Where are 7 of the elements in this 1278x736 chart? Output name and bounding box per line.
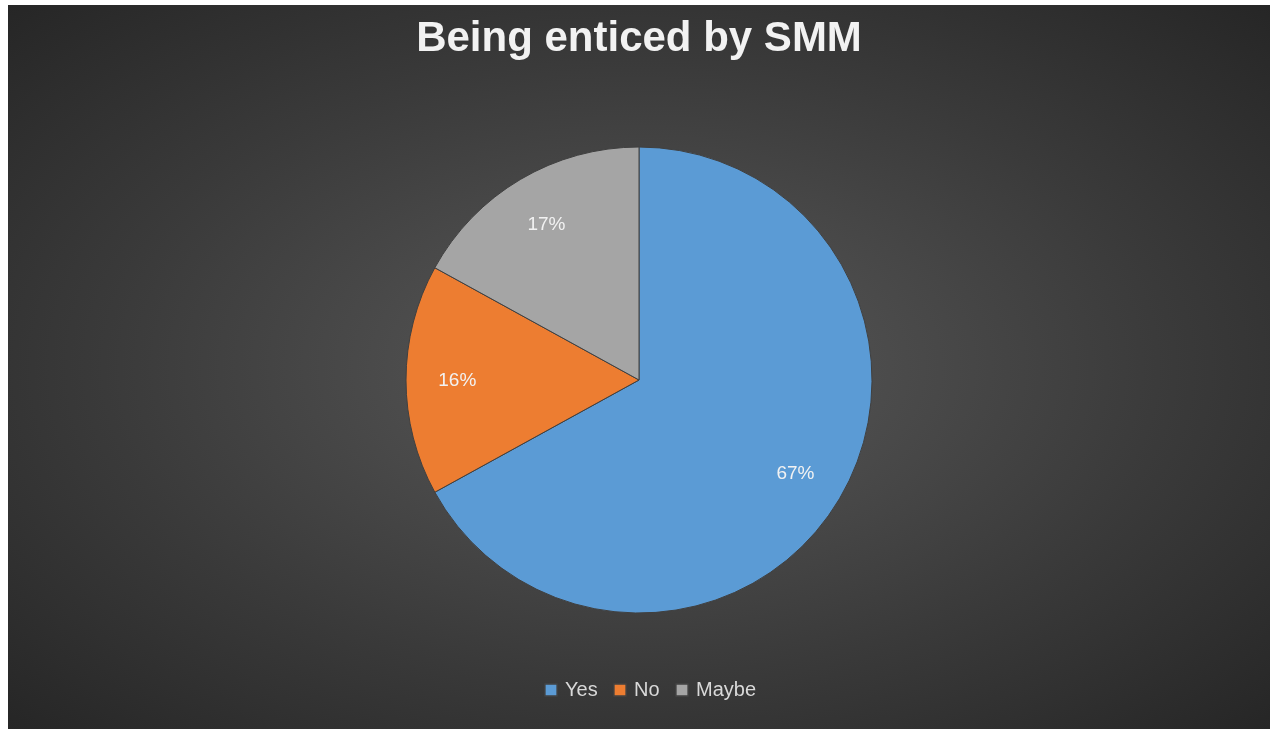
- data-label: 16%: [438, 369, 477, 390]
- legend-label: Yes: [565, 678, 598, 700]
- data-label: 17%: [527, 212, 566, 234]
- legend-label: No: [634, 678, 660, 700]
- chart-title: Being enticed by SMM: [416, 13, 862, 60]
- legend-label: Maybe: [696, 678, 757, 700]
- data-label: 67%: [776, 461, 815, 483]
